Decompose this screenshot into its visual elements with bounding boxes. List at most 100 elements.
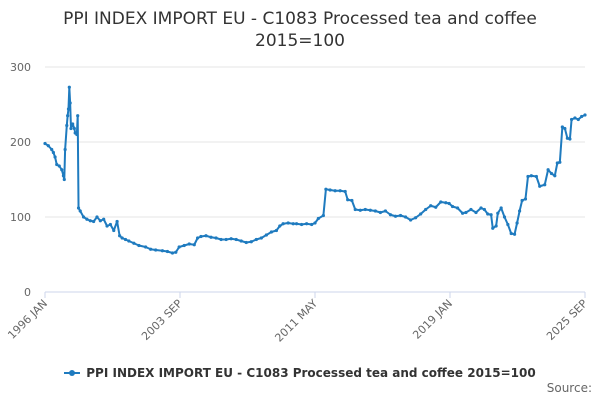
data-point: [343, 189, 347, 194]
data-point: [529, 174, 533, 178]
data-point: [316, 216, 320, 221]
data-point: [214, 236, 218, 240]
data-point: [102, 217, 106, 221]
data-point: [170, 251, 175, 255]
chart-legend[interactable]: PPI INDEX IMPORT EU - C1083 Processed te…: [0, 365, 600, 381]
data-point: [95, 215, 99, 219]
data-point: [127, 239, 131, 243]
data-point: [61, 174, 66, 178]
data-point: [469, 207, 473, 212]
x-tick-label: 2003 SEP: [139, 297, 185, 343]
data-point: [299, 222, 304, 227]
data-point: [526, 174, 530, 179]
data-point: [305, 222, 309, 226]
data-point: [108, 222, 112, 227]
data-point: [63, 147, 67, 152]
x-tick-label: 2011 MAY: [272, 297, 320, 345]
data-point: [174, 250, 178, 254]
data-point: [259, 236, 263, 240]
data-point: [496, 211, 500, 215]
data-point: [281, 222, 285, 226]
data-point: [120, 236, 124, 240]
data-point: [165, 249, 170, 254]
data-point: [65, 123, 69, 128]
data-point: [154, 248, 158, 252]
data-point: [338, 189, 342, 193]
x-tick-label: 2019 JAN: [410, 297, 455, 342]
data-point: [573, 116, 577, 120]
data-point: [55, 162, 59, 167]
data-point: [291, 222, 295, 226]
data-point: [450, 204, 455, 209]
data-point: [209, 235, 213, 239]
data-point: [489, 213, 493, 217]
data-point: [274, 228, 279, 233]
data-point: [506, 222, 510, 227]
data-point: [520, 198, 524, 203]
data-point: [474, 210, 478, 215]
data-point: [69, 126, 73, 131]
data-point: [62, 177, 66, 182]
data-point: [177, 245, 181, 249]
data-point: [78, 209, 82, 213]
data-point: [455, 206, 460, 210]
data-point: [499, 206, 503, 210]
y-tick-label: 100: [10, 211, 31, 224]
data-point: [393, 214, 398, 218]
data-point: [464, 210, 468, 215]
data-point: [187, 242, 191, 246]
data-point: [53, 155, 57, 159]
data-point: [553, 174, 557, 178]
data-point: [219, 237, 223, 242]
data-point: [333, 189, 337, 193]
x-tick-label: 2025 SEP: [544, 297, 590, 343]
data-point: [76, 206, 81, 210]
data-point: [558, 160, 562, 164]
data-point: [43, 141, 47, 146]
data-point: [486, 212, 490, 216]
data-point: [555, 161, 559, 165]
data-point: [123, 237, 128, 242]
data-point: [57, 164, 61, 168]
data-point: [424, 207, 428, 212]
data-point: [518, 209, 522, 213]
data-point: [105, 224, 109, 228]
data-point: [569, 117, 574, 122]
data-point: [502, 215, 507, 219]
data-point: [538, 184, 542, 188]
chart-title-line: PPI INDEX IMPORT EU - C1083 Processed te…: [63, 9, 537, 29]
data-point: [353, 207, 357, 212]
data-point: [439, 200, 443, 204]
data-point: [118, 234, 122, 238]
data-point: [494, 224, 498, 228]
data-point: [149, 247, 153, 251]
data-point: [383, 209, 388, 213]
data-point: [491, 226, 495, 230]
data-point: [112, 228, 116, 233]
data-point: [71, 122, 75, 126]
data-point: [523, 197, 528, 201]
data-point: [549, 171, 554, 176]
legend-series-label: PPI INDEX IMPORT EU - C1083 Processed te…: [86, 366, 536, 380]
data-point: [543, 183, 547, 187]
data-point: [546, 168, 550, 172]
data-point: [388, 213, 393, 217]
y-tick-label: 0: [24, 286, 31, 299]
data-point: [199, 234, 203, 239]
data-point: [60, 168, 64, 172]
data-point: [444, 201, 448, 205]
source-label: Source:: [546, 381, 592, 395]
data-point: [324, 187, 328, 191]
data-point: [67, 85, 71, 89]
data-point: [244, 240, 248, 245]
data-point: [368, 208, 372, 212]
data-point: [132, 241, 136, 245]
data-point: [160, 249, 164, 253]
data-point: [580, 114, 584, 119]
data-point: [278, 224, 282, 228]
data-point: [264, 233, 268, 237]
data-point: [192, 243, 196, 247]
data-point: [408, 218, 413, 222]
data-point: [447, 201, 451, 206]
data-point: [321, 213, 325, 218]
